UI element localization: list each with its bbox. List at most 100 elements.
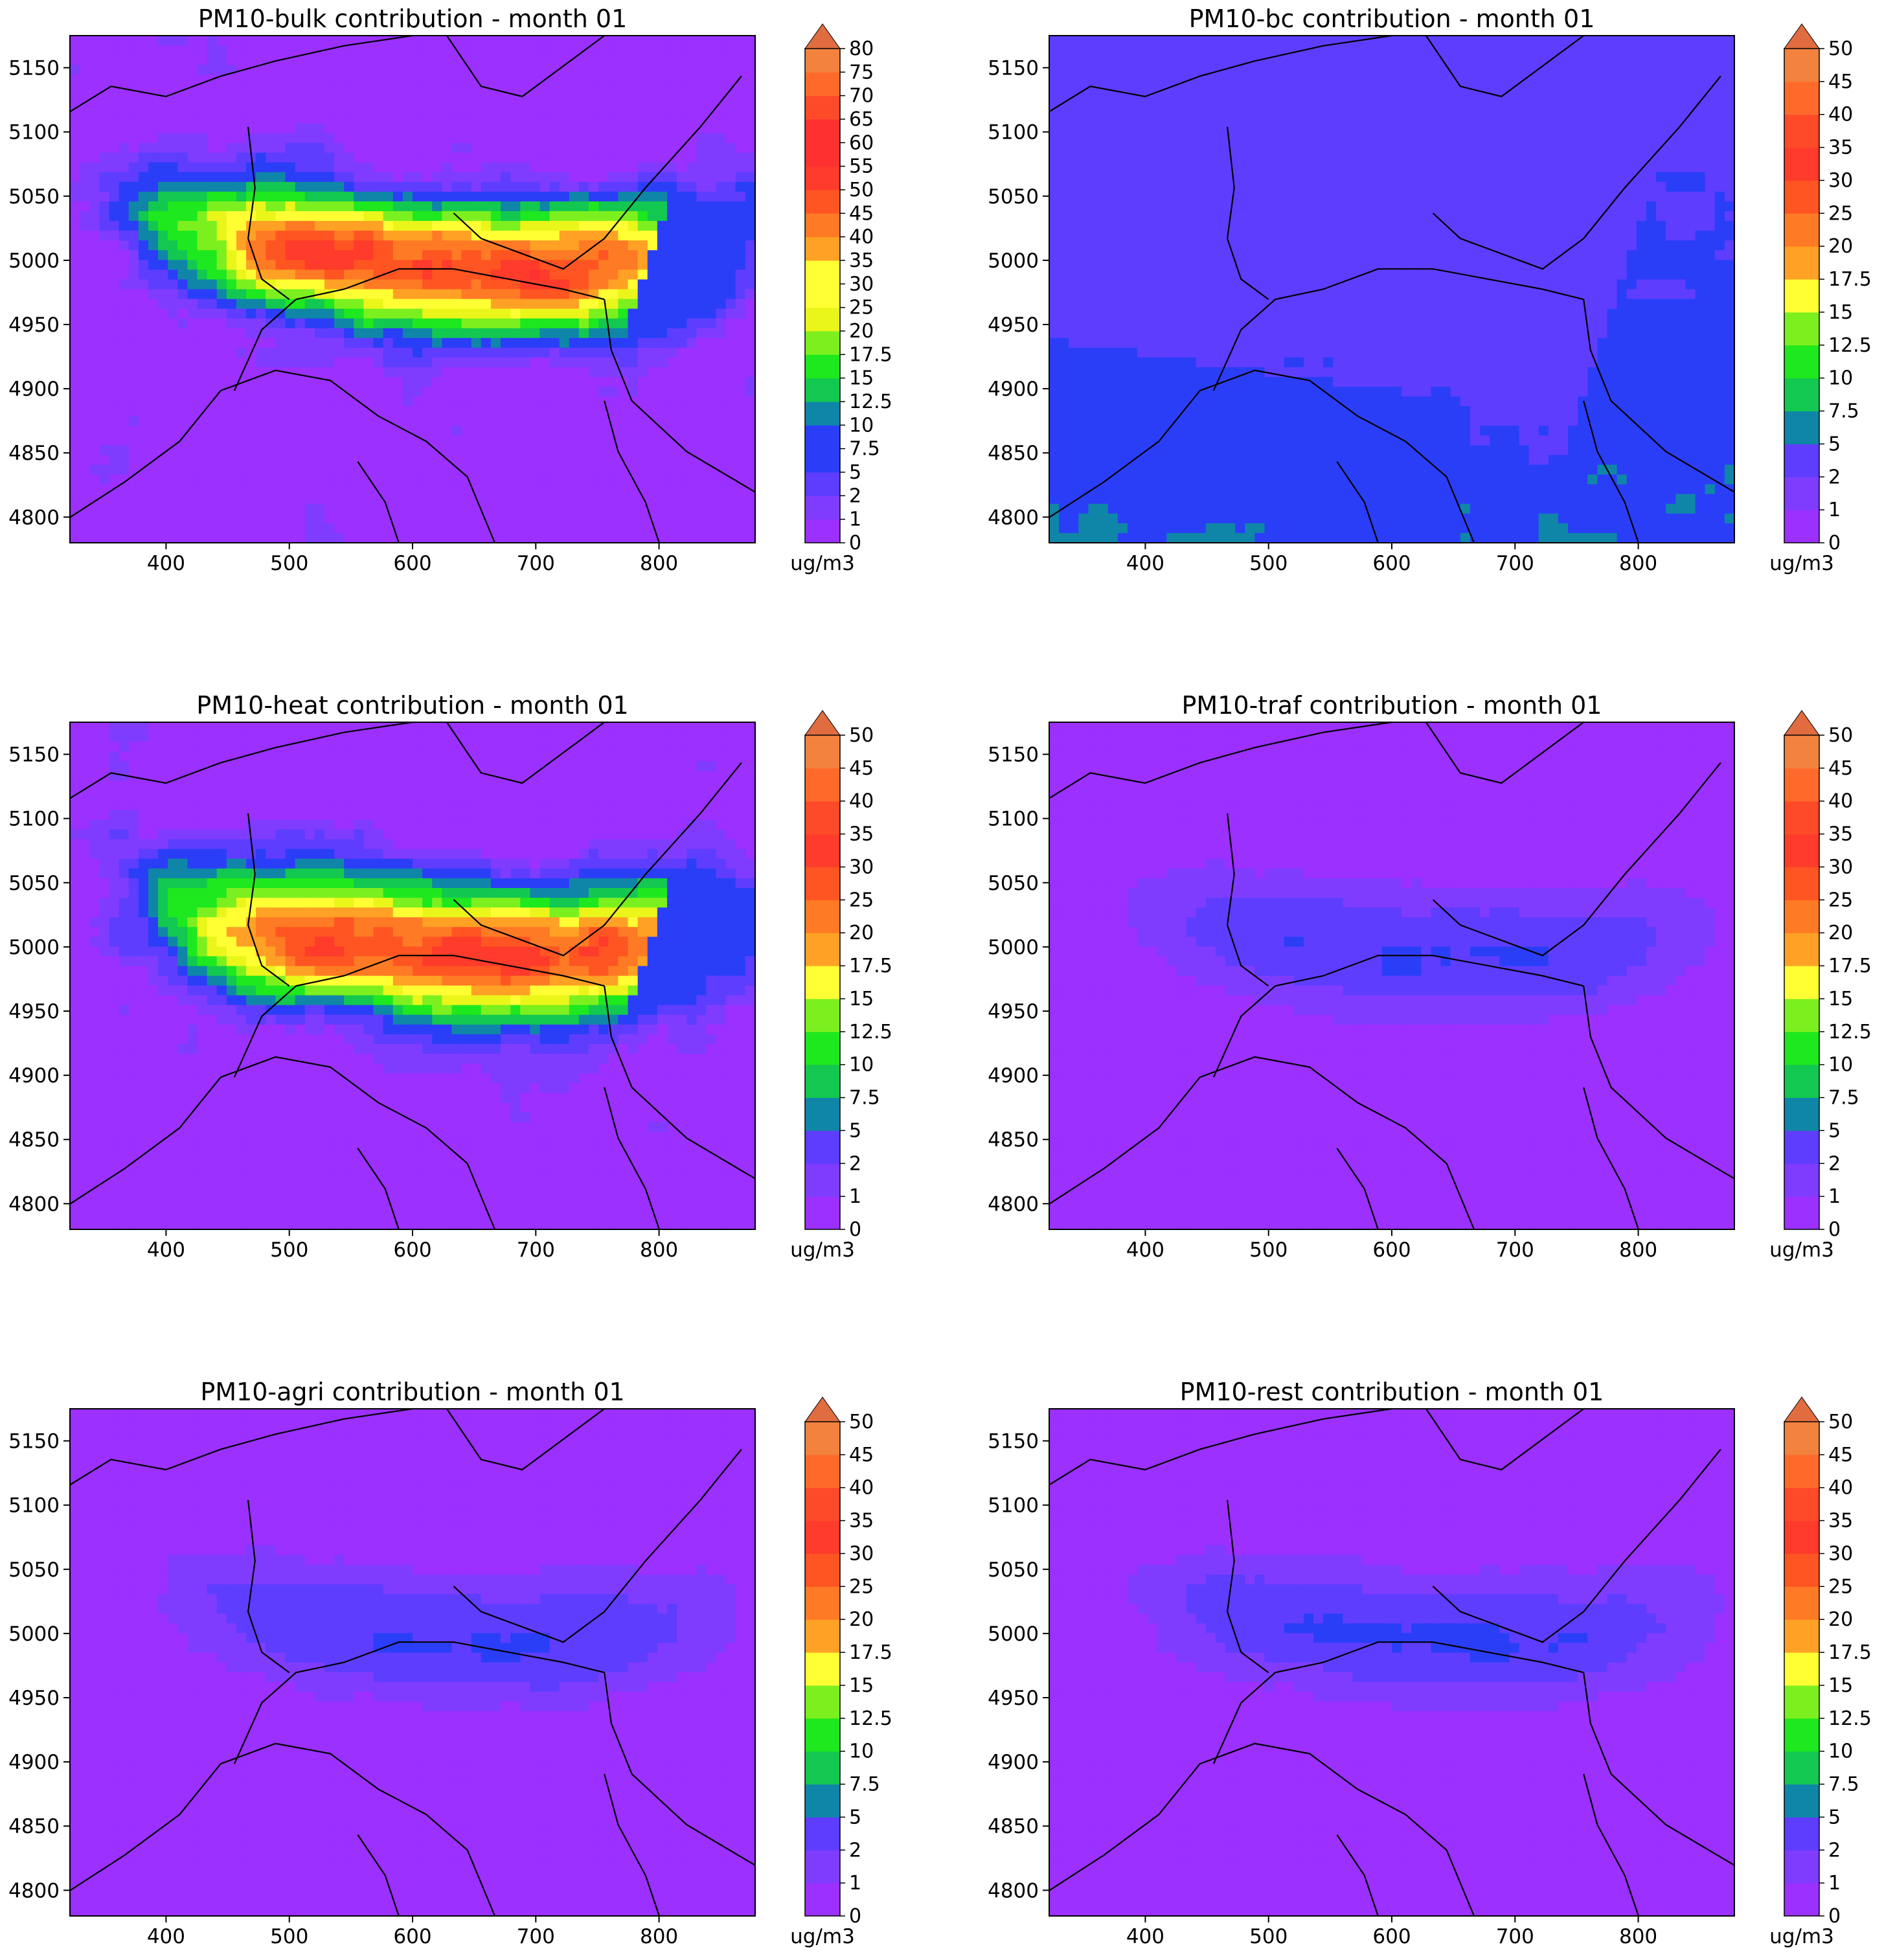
heatmap-cell [520, 36, 530, 46]
heatmap-cell [510, 74, 521, 85]
heatmap-cell [392, 65, 403, 75]
heatmap-cell [344, 45, 354, 56]
heatmap-cell [657, 65, 668, 75]
heatmap-cell [304, 74, 315, 85]
heatmap-cell [471, 55, 482, 65]
heatmap-cell [207, 65, 218, 75]
heatmap-cell [314, 65, 325, 75]
heatmap-cell [657, 55, 668, 65]
heatmap-cell [275, 45, 286, 56]
heatmap-cell [314, 74, 325, 85]
heatmap-cell [735, 55, 746, 65]
heatmap-cell [109, 36, 120, 46]
heatmap-cell [539, 65, 550, 75]
heatmap-cell [589, 45, 599, 56]
panel-title: PM10-bulk contribution - month 01 [70, 5, 755, 33]
heatmap-cell [677, 65, 687, 75]
heatmap-cell [256, 55, 266, 65]
heatmap-cell [490, 74, 501, 85]
heatmap-cell [696, 65, 707, 75]
heatmap-cell [402, 55, 413, 65]
heatmap-cell [128, 45, 139, 56]
heatmap-cell [501, 36, 511, 46]
heatmap-cell [745, 55, 756, 65]
heatmap-cell [647, 36, 658, 46]
heatmap-cell [735, 45, 746, 56]
heatmap-cell [677, 36, 687, 46]
heatmap-cell [413, 55, 423, 65]
heatmap-cell [569, 74, 580, 85]
heatmap-cell [451, 65, 462, 75]
heatmap-cell [608, 65, 619, 75]
heatmap-cell [735, 65, 746, 75]
heatmap-cell [442, 36, 453, 46]
heatmap-cell [187, 74, 198, 85]
heatmap-cell [80, 45, 90, 56]
heatmap-cell [168, 36, 178, 46]
heatmap-cell [589, 55, 599, 65]
heatmap-cell [295, 65, 306, 75]
heatmap-cell [666, 74, 677, 85]
heatmap-cell [501, 55, 511, 65]
heatmap-cell [334, 55, 345, 65]
heatmap-cell [490, 65, 501, 75]
heatmap-cell [275, 74, 286, 85]
heatmap-cell [628, 45, 639, 56]
heatmap-cell [432, 74, 442, 85]
heatmap-cell [119, 45, 130, 56]
heatmap-cell [138, 36, 149, 46]
heatmap-cell [109, 65, 120, 75]
heatmap-cell [471, 65, 482, 75]
heatmap-cell [216, 36, 227, 46]
heatmap-cell [314, 45, 325, 56]
heatmap-cell [226, 45, 237, 56]
heatmap-cell [549, 55, 560, 65]
heatmap-cell [481, 36, 492, 46]
heatmap-cell [207, 55, 218, 65]
heatmap-cell [539, 36, 550, 46]
heatmap-cell [324, 74, 335, 85]
heatmap-cell [363, 55, 374, 65]
heatmap-cell [618, 45, 629, 56]
heatmap-cell [628, 65, 639, 75]
heatmap-cell [236, 74, 247, 85]
heatmap-cell [402, 45, 413, 56]
heatmap-cell [578, 65, 589, 75]
heatmap-cell [687, 45, 697, 56]
heatmap-cell [735, 36, 746, 46]
heatmap-cell [461, 36, 472, 46]
heatmap-cell [80, 36, 90, 46]
heatmap-cell [706, 36, 717, 46]
heatmap-cell [148, 36, 159, 46]
heatmap-cell [696, 45, 707, 56]
heatmap-cell [285, 45, 296, 56]
heatmap-cell [402, 36, 413, 46]
heatmap-cell [256, 45, 266, 56]
heatmap-cell [666, 45, 677, 56]
heatmap-cell [207, 36, 218, 46]
heatmap-cell [442, 65, 453, 75]
heatmap-cell [706, 45, 717, 56]
heatmap-cell [177, 45, 188, 56]
heatmap-cell [344, 36, 354, 46]
heatmap-cell [148, 45, 159, 56]
heatmap-cell [128, 74, 139, 85]
heatmap-cell [549, 45, 560, 56]
heatmap-cell [598, 45, 609, 56]
heatmap-cell [89, 65, 100, 75]
heatmap-cell [324, 65, 335, 75]
heatmap-cell [490, 45, 501, 56]
heatmap-cell [687, 55, 697, 65]
heatmap-cell [530, 65, 541, 75]
heatmap-cell [637, 45, 648, 56]
heatmap-cell [716, 55, 727, 65]
heatmap-cell [392, 55, 403, 65]
heatmap-cell [207, 45, 218, 56]
heatmap-cell [666, 36, 677, 46]
heatmap-cell [89, 74, 100, 85]
heatmap-cell [510, 36, 521, 46]
heatmap-cell [177, 36, 188, 46]
heatmap-cell [578, 74, 589, 85]
